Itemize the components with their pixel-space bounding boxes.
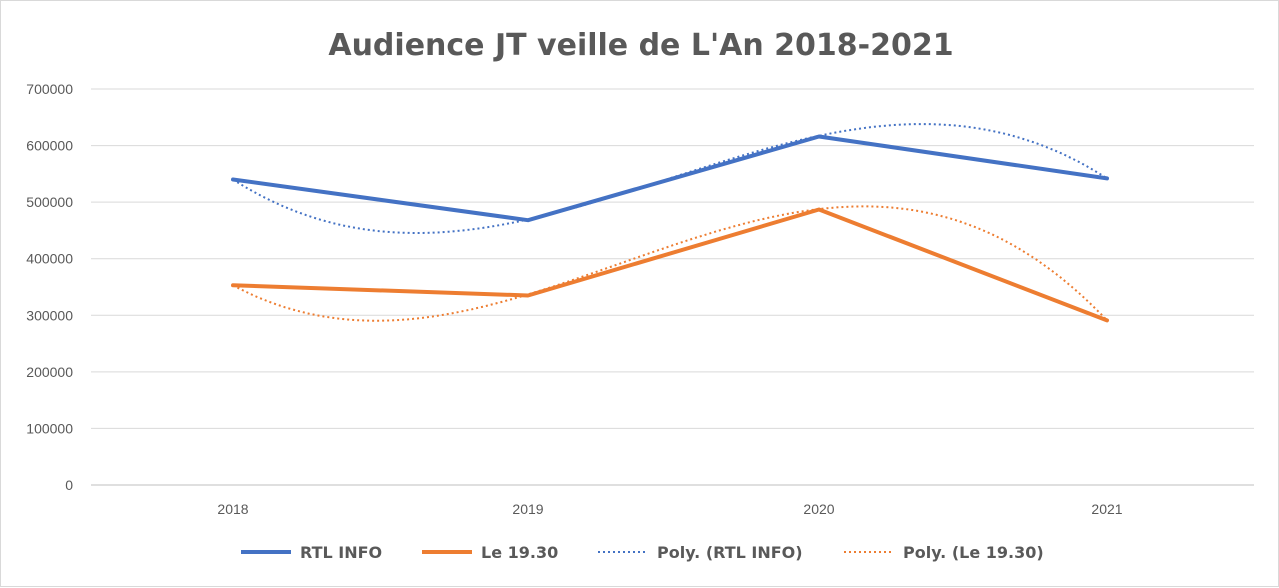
chart-title: Audience JT veille de L'An 2018-2021	[328, 28, 953, 63]
legend-label-2: Le 19.30	[481, 543, 558, 562]
x-tick-label-2019: 2019	[512, 501, 543, 517]
x-tick-label-2020: 2020	[803, 501, 834, 517]
y-tick-label-300000: 300000	[26, 307, 73, 323]
x-tick-label-2018: 2018	[217, 501, 248, 517]
trendline-2	[233, 206, 1107, 320]
y-tick-label-200000: 200000	[26, 364, 73, 380]
x-tick-label-2021: 2021	[1091, 501, 1122, 517]
y-tick-label-0: 0	[65, 477, 73, 493]
y-axis-ticks: 0 100000 200000 300000 400000 500000 600000 700…	[26, 81, 73, 493]
y-tick-label-500000: 500000	[26, 194, 73, 210]
series-line-1	[233, 137, 1107, 221]
y-tick-label-100000: 100000	[26, 420, 73, 436]
y-tick-label-700000: 700000	[26, 81, 73, 97]
y-tick-label-400000: 400000	[26, 251, 73, 267]
series-line-2	[233, 210, 1107, 321]
y-tick-label-600000: 600000	[26, 138, 73, 154]
legend-label-1: RTL INFO	[300, 543, 382, 562]
legend: RTL INFO Le 19.30 Poly. (RTL INFO) Poly. (L…	[241, 543, 1044, 562]
legend-label-4: Poly. (Le 19.30)	[903, 543, 1044, 562]
x-axis-ticks: 2018 2019 2020 2021	[217, 501, 1122, 517]
legend-label-3: Poly. (RTL INFO)	[657, 543, 803, 562]
